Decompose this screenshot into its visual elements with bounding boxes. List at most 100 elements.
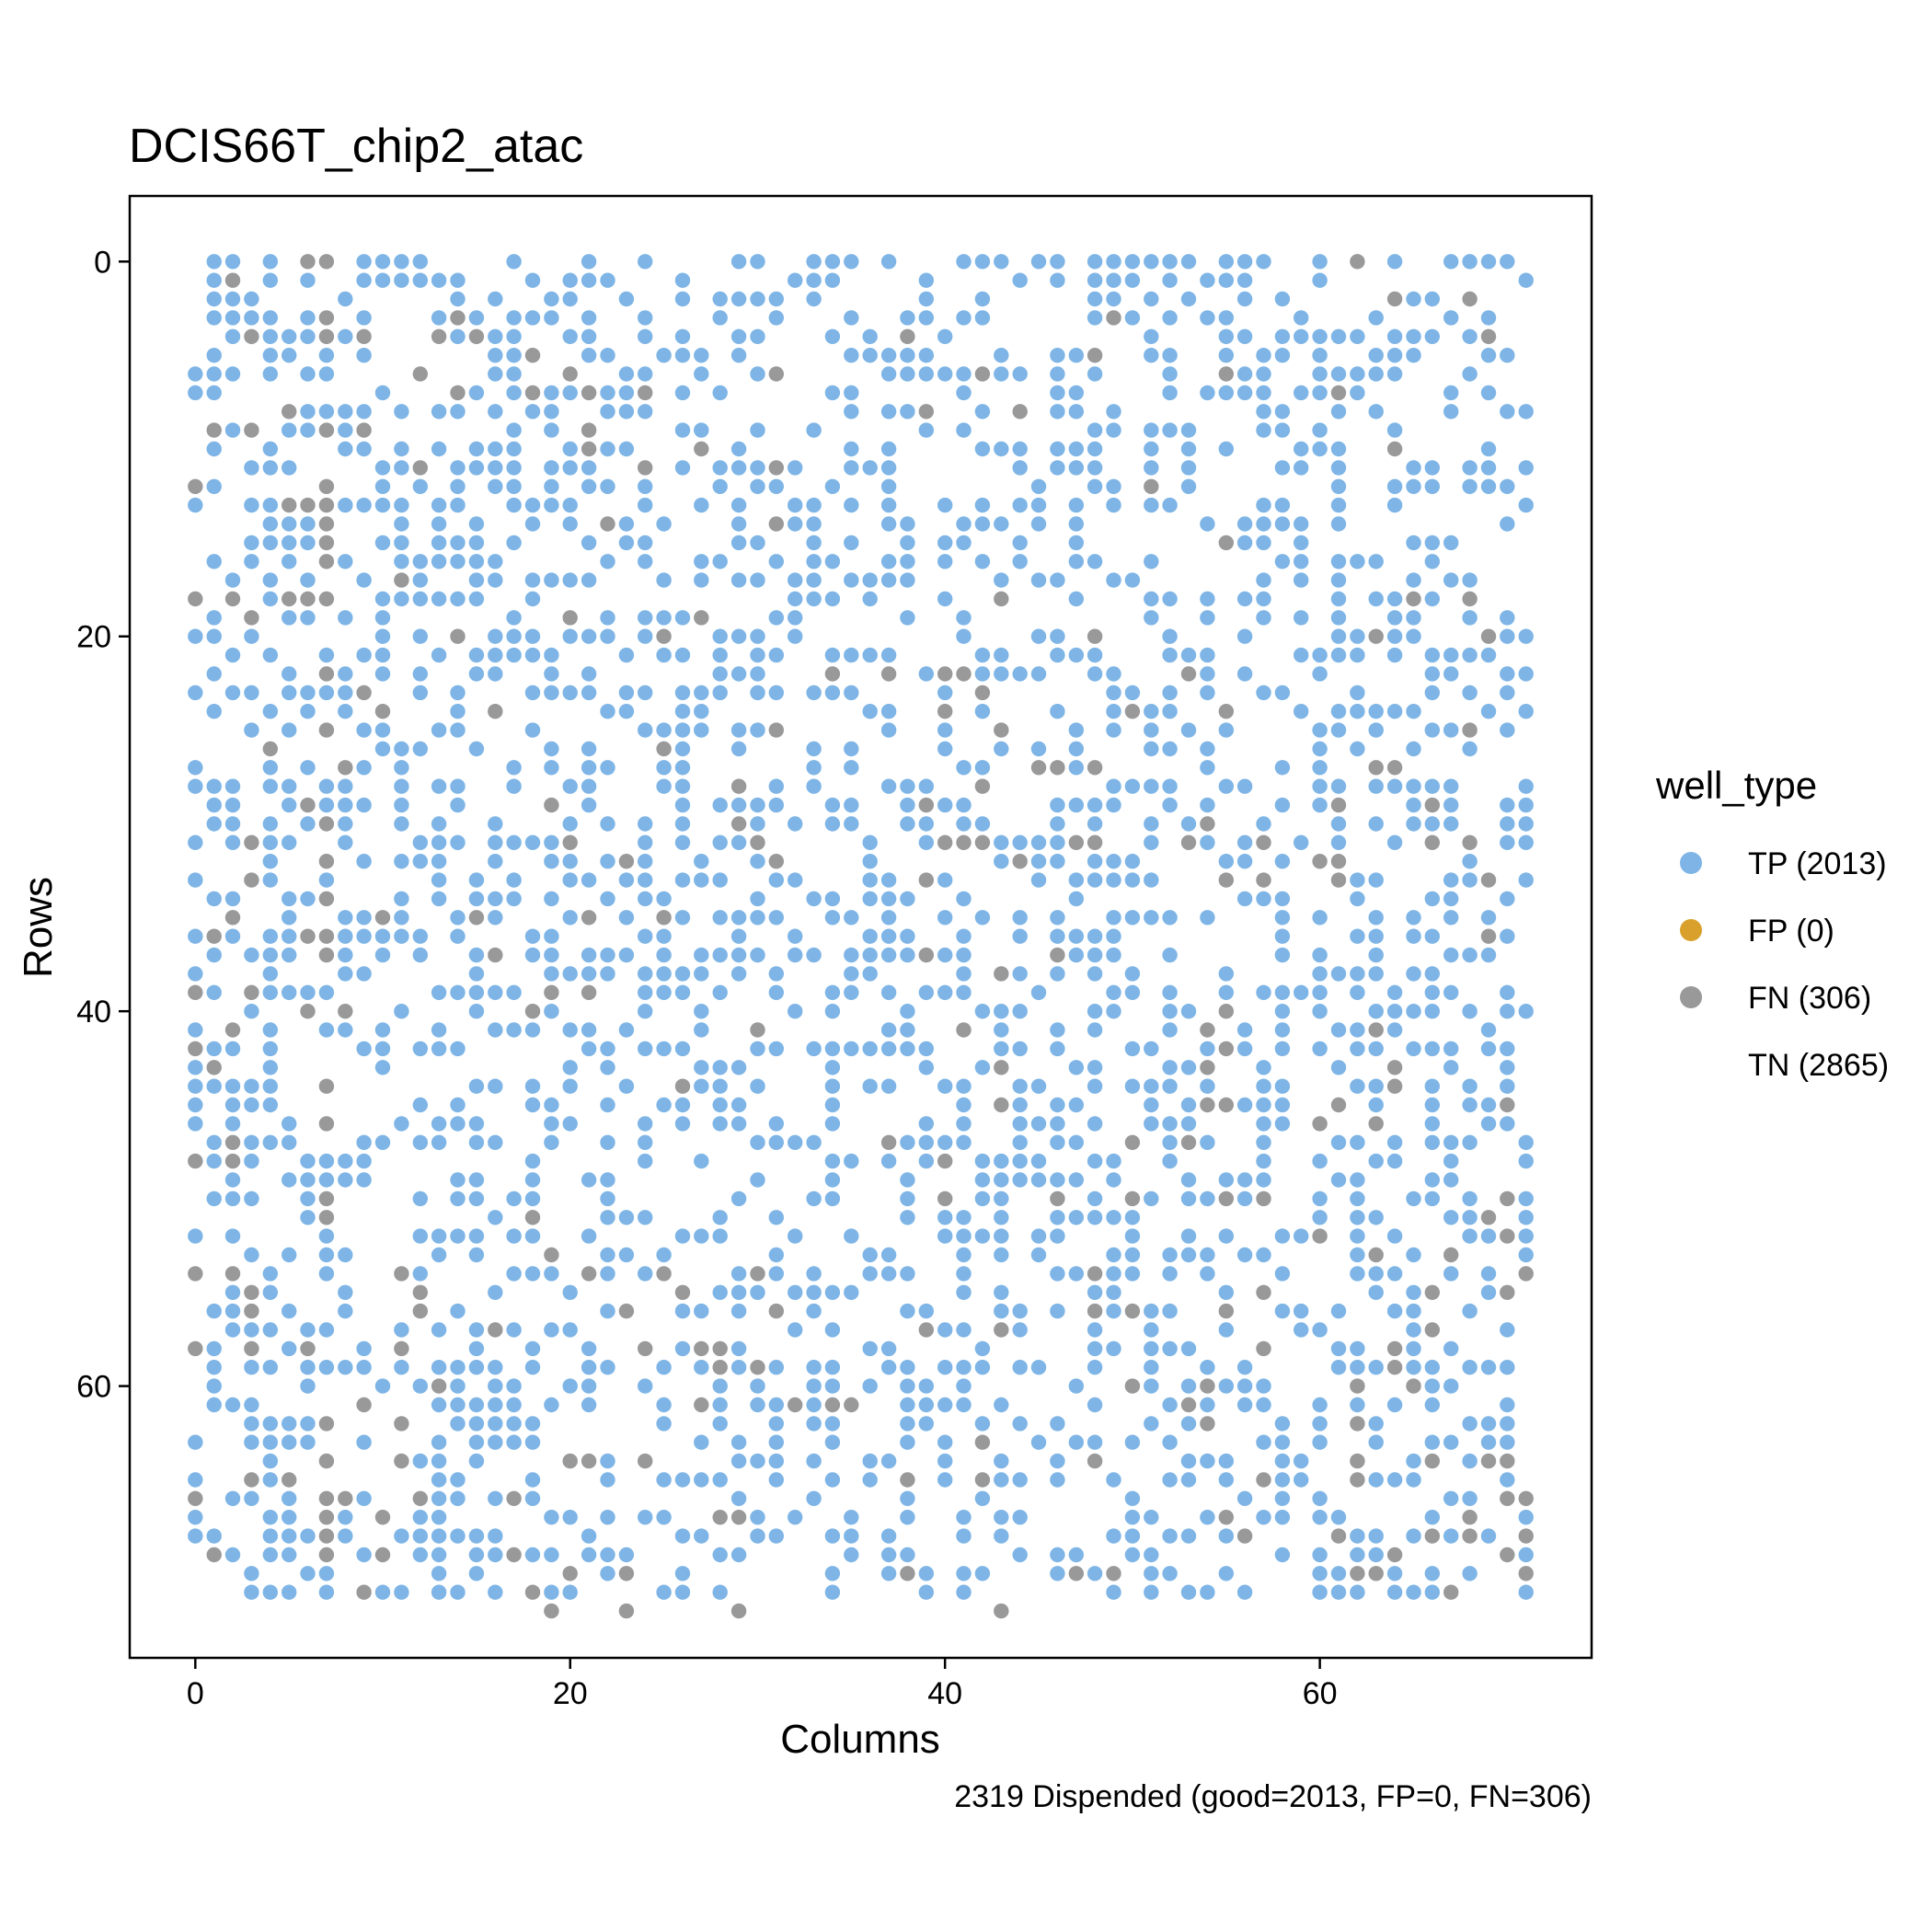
tp-point xyxy=(244,460,259,476)
tp-point xyxy=(524,1153,541,1169)
tp-point xyxy=(618,1078,635,1094)
tp-point xyxy=(712,554,728,569)
tp-point xyxy=(1180,1340,1197,1357)
tp-point xyxy=(450,404,466,420)
tp-point xyxy=(844,966,859,982)
tp-point xyxy=(562,460,578,476)
tp-point xyxy=(1462,1097,1478,1113)
tp-point xyxy=(468,516,485,532)
tp-point xyxy=(844,1284,859,1301)
fn-point xyxy=(224,591,241,607)
fn-point xyxy=(994,1603,1009,1619)
tp-point xyxy=(1330,610,1347,626)
tp-point xyxy=(1424,1190,1441,1207)
tp-point xyxy=(974,497,991,513)
tp-point xyxy=(1012,1116,1028,1132)
tp-point xyxy=(524,1097,541,1113)
fn-point xyxy=(318,478,335,494)
tp-point xyxy=(262,1472,278,1488)
tp-point xyxy=(1068,1547,1085,1563)
tp-point xyxy=(1162,1247,1178,1263)
tp-point xyxy=(1330,1134,1347,1151)
tp-point xyxy=(600,1472,615,1488)
tp-point xyxy=(206,1378,222,1394)
tp-point xyxy=(638,310,653,326)
tp-point xyxy=(618,291,635,307)
fn-point xyxy=(562,610,578,626)
fn-point xyxy=(1443,1247,1459,1263)
tp-point xyxy=(1087,816,1103,832)
fn-point xyxy=(300,254,316,270)
fn-point xyxy=(488,1322,503,1338)
tp-point xyxy=(1294,610,1309,626)
tp-point xyxy=(1256,1134,1271,1151)
tp-point xyxy=(374,1134,391,1151)
tp-point xyxy=(1106,422,1121,438)
tp-point xyxy=(1087,1360,1103,1375)
tp-point xyxy=(974,910,991,926)
tp-point xyxy=(937,722,953,738)
tp-point xyxy=(768,1416,784,1432)
tp-point xyxy=(994,1041,1009,1057)
tp-point xyxy=(282,1584,297,1600)
tp-point xyxy=(656,891,672,907)
y-tick-label: 20 xyxy=(76,620,111,655)
tp-point xyxy=(1200,1190,1215,1207)
tp-point xyxy=(318,1247,335,1263)
tp-point xyxy=(488,554,503,569)
tp-point xyxy=(224,1097,241,1113)
fn-point xyxy=(656,1266,672,1282)
tp-point xyxy=(900,797,915,813)
tp-point xyxy=(862,591,878,607)
tp-point xyxy=(338,404,353,420)
tp-point xyxy=(1030,628,1047,644)
tp-point xyxy=(1424,1097,1441,1113)
tp-point xyxy=(1312,797,1328,813)
tp-point xyxy=(1462,1190,1478,1207)
tp-point xyxy=(824,1172,841,1188)
tp-point xyxy=(450,1190,466,1207)
tp-point xyxy=(768,1360,784,1375)
tp-point xyxy=(431,891,447,907)
tp-point xyxy=(880,572,897,588)
tp-point xyxy=(374,741,391,757)
tp-point xyxy=(1180,441,1197,457)
tp-point xyxy=(900,1490,915,1507)
tp-point xyxy=(1012,1510,1028,1525)
tp-point xyxy=(1500,1360,1515,1375)
tp-point xyxy=(1050,272,1065,288)
tp-point xyxy=(956,760,972,776)
tp-point xyxy=(1012,1547,1028,1563)
fn-point xyxy=(318,516,335,532)
tp-point xyxy=(1144,1190,1159,1207)
tp-point xyxy=(618,1547,635,1563)
tp-point xyxy=(1200,760,1215,776)
tp-point xyxy=(880,1041,897,1057)
tp-point xyxy=(1518,1547,1534,1563)
tp-point xyxy=(730,572,747,588)
tp-point xyxy=(1180,1472,1197,1488)
tp-point xyxy=(956,310,972,326)
tp-point xyxy=(862,834,878,850)
tp-point xyxy=(880,722,897,738)
tp-point xyxy=(694,684,709,701)
tp-point xyxy=(768,1134,784,1151)
tp-point xyxy=(1500,404,1515,420)
fn-point xyxy=(1462,591,1478,607)
fn-point xyxy=(918,947,934,963)
tp-point xyxy=(1350,647,1365,663)
tp-point xyxy=(1162,684,1178,701)
tp-point xyxy=(768,1116,784,1132)
tp-point xyxy=(937,554,953,569)
tp-point xyxy=(562,1116,578,1132)
fn-point xyxy=(524,348,541,363)
tp-point xyxy=(824,1004,841,1019)
tp-point xyxy=(862,1266,878,1282)
tp-point xyxy=(1462,647,1478,663)
tp-point xyxy=(206,704,222,719)
fn-point xyxy=(1144,478,1159,494)
tp-point xyxy=(788,460,803,476)
tp-point xyxy=(918,1153,934,1169)
tp-point xyxy=(918,1378,934,1394)
tp-point xyxy=(1386,1022,1403,1038)
